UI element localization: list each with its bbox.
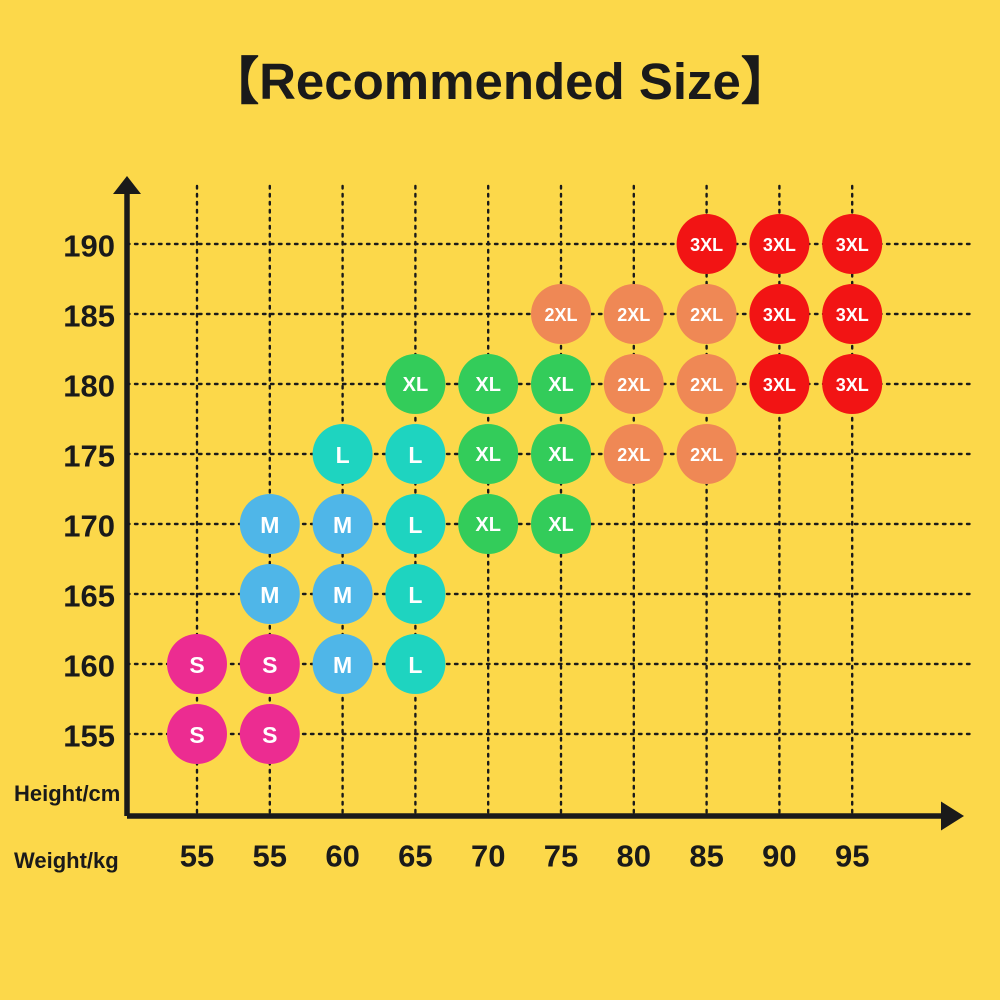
svg-text:185: 185 [63,299,115,334]
svg-text:3XL: 3XL [690,235,723,255]
svg-text:55: 55 [253,839,287,874]
svg-text:80: 80 [617,839,651,874]
svg-text:160: 160 [63,649,115,684]
svg-text:M: M [333,652,352,678]
svg-text:3XL: 3XL [836,375,869,395]
svg-text:60: 60 [325,839,359,874]
svg-text:L: L [408,442,422,468]
svg-text:175: 175 [63,439,115,474]
svg-text:85: 85 [689,839,723,874]
svg-text:70: 70 [471,839,505,874]
svg-text:170: 170 [63,509,115,544]
svg-text:75: 75 [544,839,578,874]
svg-text:2XL: 2XL [544,305,577,325]
svg-text:M: M [333,582,352,608]
svg-text:M: M [260,512,279,538]
svg-text:S: S [189,652,204,678]
svg-text:L: L [408,512,422,538]
svg-text:XL: XL [548,444,574,466]
svg-text:3XL: 3XL [763,305,796,325]
svg-text:55: 55 [180,839,214,874]
svg-text:S: S [262,722,277,748]
svg-text:2XL: 2XL [690,375,723,395]
svg-text:165: 165 [63,579,115,614]
svg-text:S: S [262,652,277,678]
svg-text:3XL: 3XL [763,375,796,395]
svg-text:XL: XL [548,374,574,396]
svg-text:2XL: 2XL [617,305,650,325]
svg-text:95: 95 [835,839,869,874]
svg-text:2XL: 2XL [617,445,650,465]
svg-text:180: 180 [63,369,115,404]
svg-text:L: L [336,442,350,468]
svg-text:65: 65 [398,839,432,874]
svg-text:XL: XL [475,444,501,466]
svg-text:M: M [260,582,279,608]
svg-text:3XL: 3XL [763,235,796,255]
svg-text:M: M [333,512,352,538]
svg-text:2XL: 2XL [690,305,723,325]
svg-text:XL: XL [475,374,501,396]
svg-text:2XL: 2XL [690,445,723,465]
svg-text:L: L [408,652,422,678]
svg-text:90: 90 [762,839,796,874]
svg-text:XL: XL [475,514,501,536]
svg-text:XL: XL [403,374,429,396]
svg-text:190: 190 [63,229,115,264]
svg-text:S: S [189,722,204,748]
svg-text:2XL: 2XL [617,375,650,395]
svg-text:XL: XL [548,514,574,536]
svg-text:3XL: 3XL [836,305,869,325]
svg-text:155: 155 [63,719,115,754]
svg-text:3XL: 3XL [836,235,869,255]
svg-text:L: L [408,582,422,608]
